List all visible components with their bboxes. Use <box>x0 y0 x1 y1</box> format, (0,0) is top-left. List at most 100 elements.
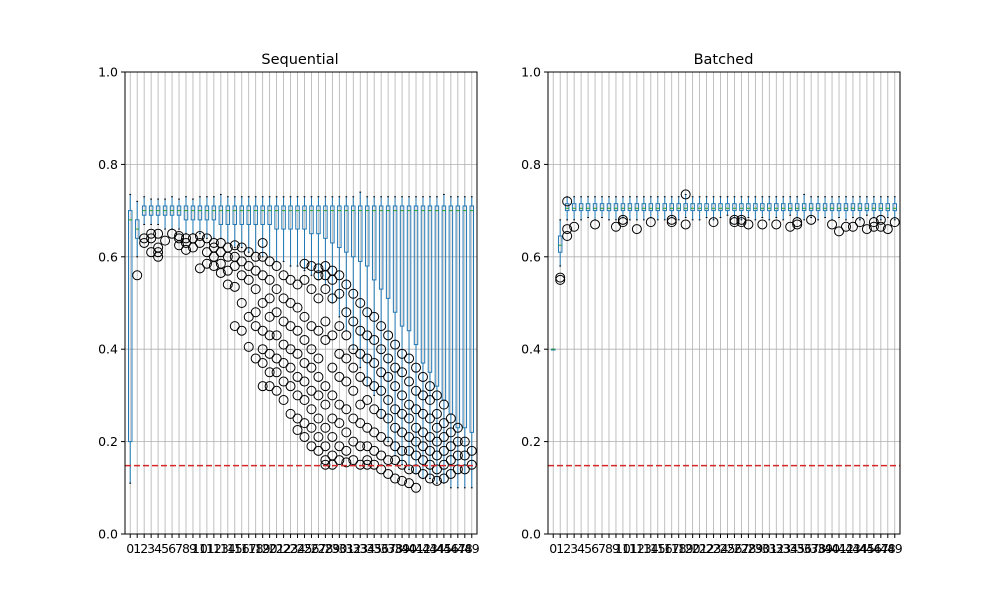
outlier-point <box>229 261 240 272</box>
x-tick-label: 29 <box>324 541 340 556</box>
x-axis-ticks: 0 1 2 3 4 5 6 7 8 9101112131415161718192021222324… <box>549 534 903 556</box>
outlier-point <box>459 436 470 447</box>
x-tick-label: 26 <box>304 541 320 556</box>
outlier-point <box>174 240 185 251</box>
x-tick-label: 31 <box>338 541 354 556</box>
box-44 <box>857 196 863 221</box>
x-tick-label: 0 <box>126 541 134 556</box>
outlier-point <box>257 344 268 355</box>
box-15 <box>655 196 661 221</box>
outlier-point <box>292 390 303 401</box>
outlier-point <box>257 251 268 262</box>
outlier-point <box>847 221 858 232</box>
box-11 <box>627 196 633 221</box>
box-iqr <box>599 203 605 212</box>
x-tick-label: 13 <box>636 541 652 556</box>
x-tick-label: 15 <box>650 541 666 556</box>
box-48 <box>462 196 468 489</box>
y-tick-label: 1.0 <box>98 65 118 80</box>
outlier-point <box>222 251 233 262</box>
outlier-point <box>285 321 296 332</box>
box-iqr <box>316 205 321 235</box>
x-tick-label: 14 <box>643 541 659 556</box>
outlier-point <box>264 348 275 359</box>
box-iqr <box>239 205 244 225</box>
y-tick-label: 0.8 <box>521 157 541 172</box>
box-41 <box>836 196 842 219</box>
outlier-point <box>355 348 366 359</box>
box-iqr <box>613 203 619 212</box>
outlier-point <box>320 381 331 392</box>
outlier-point <box>369 311 380 322</box>
box-iqr <box>197 205 203 221</box>
outlier-point <box>229 240 240 251</box>
outlier-point <box>180 233 191 244</box>
box-10 <box>620 196 626 219</box>
box-iqr <box>704 203 709 212</box>
outlier-point <box>397 408 408 419</box>
outlier-point <box>341 427 352 438</box>
outlier-point <box>306 404 317 415</box>
outlier-point <box>383 371 394 382</box>
outlier-point <box>438 431 449 442</box>
outlier-point <box>438 418 449 429</box>
outlier-point <box>285 298 296 308</box>
x-axis-ticks: 0 1 2 3 4 5 6 7 8 9101112131415161718192021222324… <box>126 534 480 556</box>
outlier-point <box>424 473 435 484</box>
outlier-point <box>236 256 247 267</box>
outlier-point <box>355 298 366 308</box>
outlier-point <box>397 427 408 438</box>
outlier-point <box>404 353 415 364</box>
x-tick-label: 16 <box>657 541 673 556</box>
x-tick-label: 12 <box>206 541 222 556</box>
outlier-point <box>320 316 331 327</box>
box-iqr <box>434 205 440 387</box>
outlier-point <box>201 247 212 258</box>
outlier-point <box>390 473 401 484</box>
x-tick-label: 7 <box>175 541 183 556</box>
outlier-point <box>271 367 282 378</box>
outlier-point <box>299 334 310 345</box>
x-tick-label: 34 <box>359 541 375 556</box>
outlier-point <box>327 431 338 442</box>
box-iqr <box>564 203 570 212</box>
outlier-point <box>299 311 310 322</box>
x-tick-label: 11 <box>199 541 215 556</box>
x-tick-label: 20 <box>685 541 701 556</box>
box-iqr <box>718 203 723 212</box>
box-5 <box>585 196 591 219</box>
outlier-point <box>555 274 566 285</box>
box-28 <box>746 196 751 219</box>
x-tick-label: 14 <box>220 541 236 556</box>
box-18 <box>676 196 681 221</box>
outlier-point <box>868 221 879 232</box>
box-iqr <box>585 203 591 212</box>
outlier-point <box>854 217 865 228</box>
box-iqr <box>358 205 363 262</box>
x-tick-label: 34 <box>782 541 798 556</box>
box-44 <box>434 196 440 484</box>
outlier-point <box>334 348 345 359</box>
outlier-point <box>376 408 387 419</box>
box-iqr <box>385 205 391 299</box>
outlier-point <box>362 307 373 318</box>
chart-title: Batched <box>694 52 754 68</box>
outlier-point <box>411 385 422 396</box>
box-42 <box>843 196 849 221</box>
outlier-point <box>327 293 338 304</box>
x-tick-label: 4 <box>577 541 585 556</box>
outlier-point <box>424 395 435 406</box>
x-tick-label: 39 <box>817 541 833 556</box>
outlier-point <box>243 261 254 272</box>
outlier-point <box>348 362 359 373</box>
outlier-point <box>383 468 394 479</box>
outlier-point <box>452 450 463 461</box>
x-tick-label: 10 <box>192 541 208 556</box>
outlier-point <box>292 348 303 359</box>
outlier-point <box>827 219 838 230</box>
x-tick-label: 17 <box>664 541 680 556</box>
outlier-point <box>431 422 442 433</box>
outlier-point <box>320 459 331 470</box>
x-tick-label: 38 <box>810 541 826 556</box>
box-23 <box>288 196 293 267</box>
